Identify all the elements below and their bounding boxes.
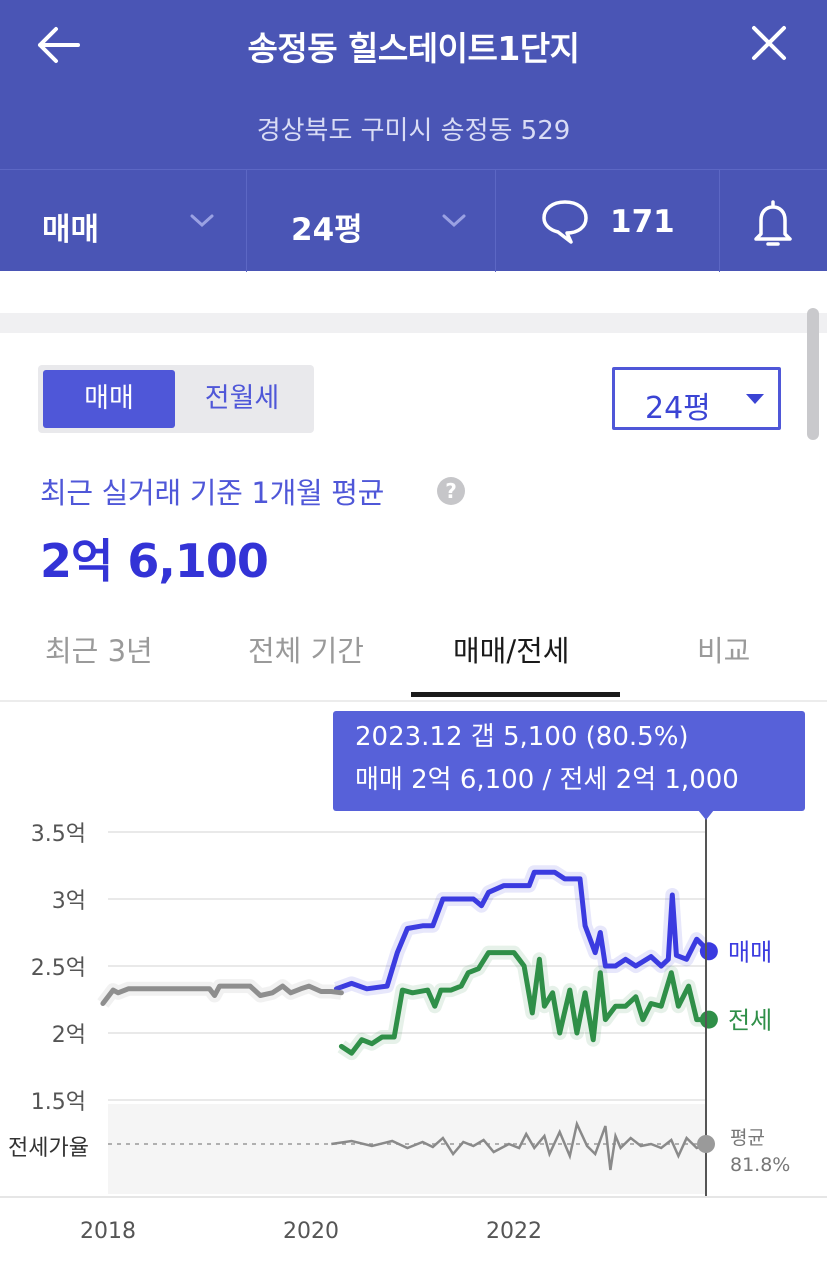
size-dropdown[interactable]: 24평 [246,170,496,272]
close-button[interactable] [744,20,794,66]
app-header: 송정동 힐스테이트1단지 경상북도 구미시 송정동 529 매매 24평 171 [0,0,827,272]
deal-segment-control: 매매 전월세 [38,365,314,433]
size-select[interactable]: 24평 [612,367,781,430]
ratio-band-label: 전세가율 [8,1136,89,1161]
size-select-value: 24평 [645,391,711,426]
series-label: 전세 [728,1007,772,1035]
series-line-history [100,983,344,1006]
comments-button[interactable]: 171 [495,170,720,272]
y-tick-label: 3억 [52,889,86,914]
period-tabs: 최근 3년 전체 기간 매매/전세 비교 [0,612,827,702]
alert-button[interactable] [719,170,827,272]
average-price: 2억 6,100 [40,534,269,588]
tab-compare[interactable]: 비교 [697,634,751,668]
size-label: 24평 [291,212,363,248]
header-toolbar: 매매 24평 171 [0,169,827,272]
back-arrow-icon [38,27,80,63]
tooltip-line1: 2023.12 갭 5,100 (80.5%) [355,722,689,752]
series-end-dot [699,942,718,961]
close-icon [752,26,786,60]
ratio-average-value: 81.8% [730,1154,790,1176]
y-tick-label: 1.5억 [31,1090,86,1115]
deal-type-label: 매매 [42,212,100,248]
segment-sale[interactable]: 매매 [43,370,175,428]
y-tick-label: 2억 [52,1023,86,1048]
deal-type-dropdown[interactable]: 매매 [0,170,247,272]
tooltip-pointer [698,810,714,820]
segment-rent[interactable]: 전월세 [204,383,280,414]
ratio-average-dot [697,1135,715,1153]
chevron-down-icon [190,214,214,228]
back-button[interactable] [34,22,84,68]
comment-count: 171 [610,204,675,240]
x-tick-label: 2022 [486,1219,542,1244]
help-icon[interactable]: ? [437,477,465,505]
ratio-average-label: 평균 [730,1127,765,1149]
series-line-매매 [333,869,712,992]
series-line-전세 [338,950,712,1056]
y-tick-label: 3.5억 [31,822,86,847]
series-label: 매매 [728,938,772,966]
series-end-dot [699,1010,718,1029]
bell-icon [754,200,792,246]
tab-sale-rent[interactable]: 매매/전세 [453,634,570,668]
scrollbar[interactable] [807,308,819,440]
chevron-down-icon [442,214,466,228]
ratio-line [331,1120,710,1171]
tab-recent-3y[interactable]: 최근 3년 [45,634,153,668]
tooltip-line2: 매매 2억 6,100 / 전세 2억 1,000 [355,765,739,795]
comment-icon [542,200,588,244]
page-title: 송정동 힐스테이트1단지 [247,29,580,68]
x-tick-label: 2020 [283,1219,339,1244]
tooltip-box [333,711,805,811]
address-text: 경상북도 구미시 송정동 529 [256,116,571,146]
tab-all-period[interactable]: 전체 기간 [248,634,364,668]
x-tick-label: 2018 [80,1219,136,1244]
y-tick-label: 2.5억 [31,956,86,981]
active-tab-indicator [411,692,620,697]
average-label: 최근 실거래 기준 1개월 평균 [40,476,385,510]
caret-down-icon [746,394,764,404]
section-divider [0,313,827,333]
